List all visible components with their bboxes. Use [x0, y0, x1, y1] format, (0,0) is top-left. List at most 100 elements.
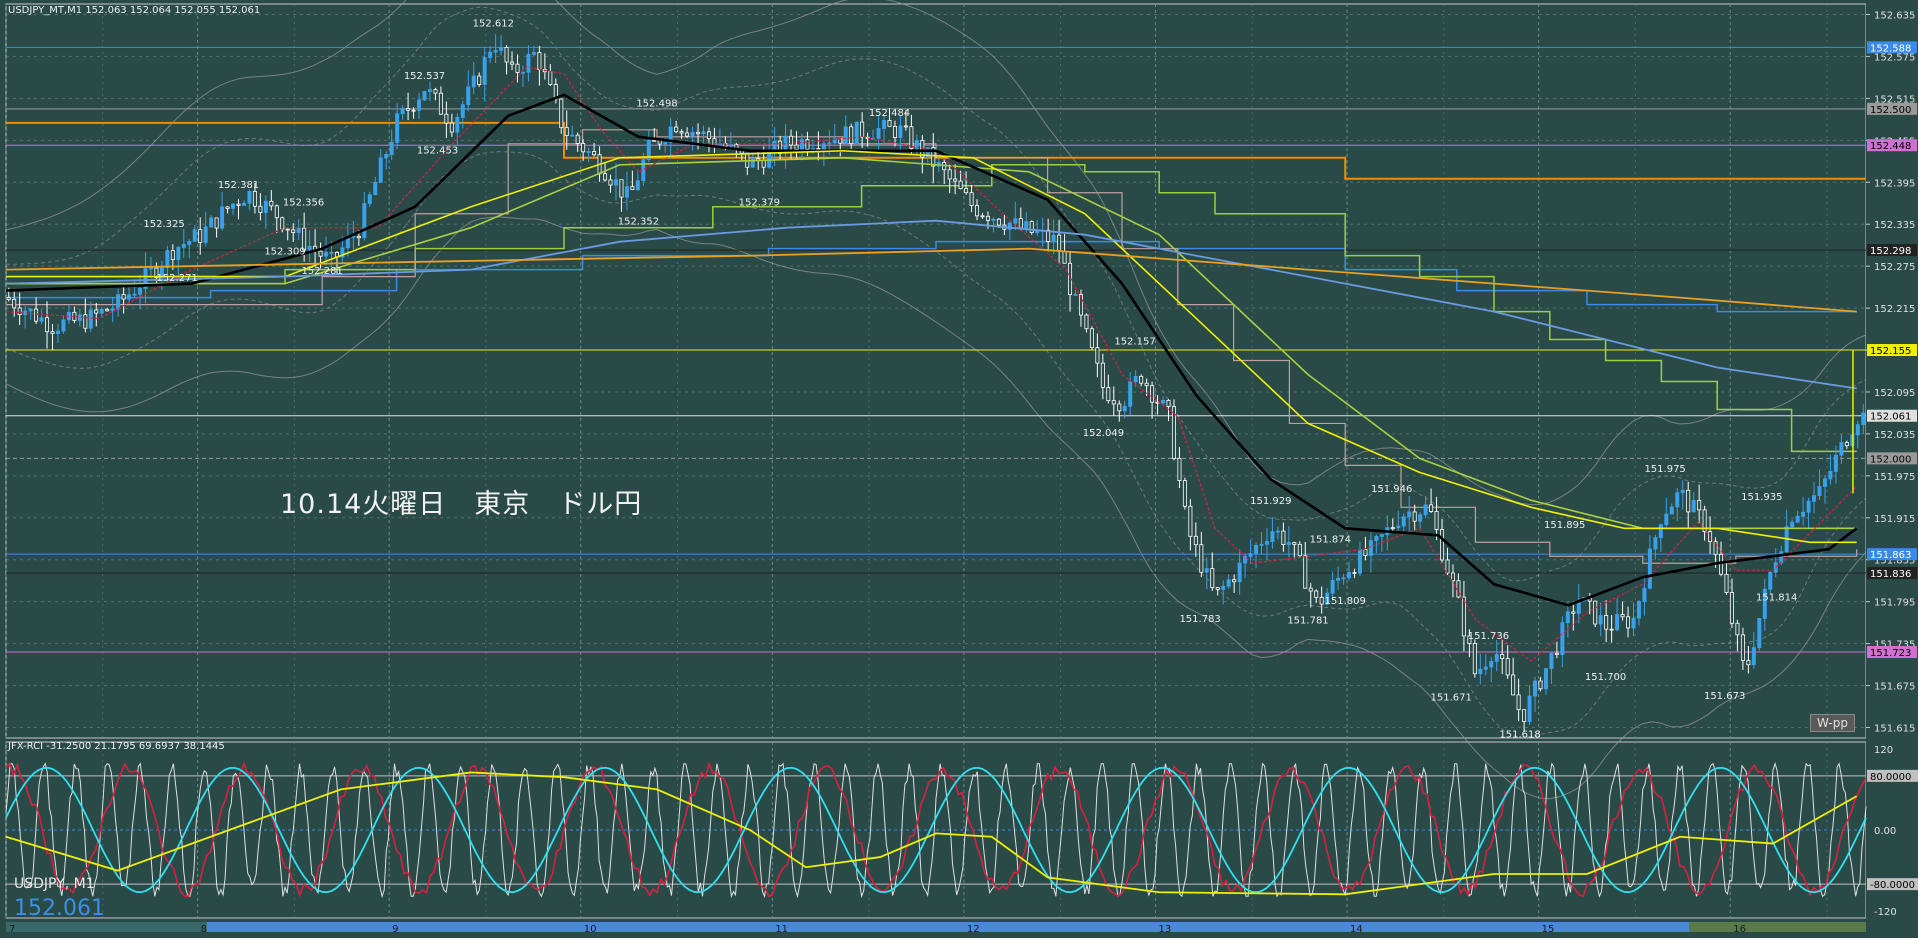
candle-body	[985, 215, 990, 221]
price-label: 152.049	[1083, 428, 1124, 439]
candle-body	[1483, 666, 1488, 670]
candle-body	[362, 203, 367, 239]
candle-body	[1161, 399, 1166, 404]
candle-body	[198, 229, 203, 243]
price-label: 152.157	[1114, 337, 1155, 348]
candle-body	[586, 151, 591, 153]
candle-body	[1735, 622, 1740, 636]
candle-body	[696, 131, 701, 135]
wpp-button[interactable]: W-pp	[1810, 714, 1855, 732]
candle-body	[1642, 587, 1647, 602]
candle-body	[613, 179, 618, 186]
y-tick-label: 151.675	[1874, 682, 1915, 693]
candle-body	[1609, 628, 1614, 631]
candle-body	[1822, 478, 1827, 487]
candle-body	[504, 47, 509, 63]
candle-body	[1543, 668, 1548, 690]
candle-body	[99, 308, 104, 314]
candle-body	[1423, 504, 1428, 516]
bollinger-inner-upper	[5, 6, 1867, 582]
candle-body	[1248, 553, 1253, 557]
watermark-symbol: USDJPY, M1	[14, 876, 95, 892]
candle-body	[1418, 514, 1423, 522]
candle-body	[619, 179, 624, 198]
candle-body	[1440, 529, 1445, 561]
candle-body	[274, 205, 279, 219]
price-label: 151.673	[1704, 691, 1745, 702]
candle-body	[105, 308, 110, 312]
candle-body	[236, 203, 241, 206]
candle-body	[1472, 643, 1477, 675]
candle-body	[1691, 499, 1696, 513]
candle-body	[1374, 536, 1379, 542]
candle-body	[531, 52, 536, 55]
level-tag	[1867, 139, 1917, 152]
candle-body	[1549, 652, 1554, 669]
y-tick-label: 152.395	[1874, 178, 1915, 189]
candle-body	[340, 247, 345, 258]
candle-body	[750, 158, 755, 168]
candle-body	[1171, 406, 1176, 459]
candle-body	[526, 54, 531, 73]
main-panel	[5, 3, 1867, 739]
candle-body	[548, 71, 553, 85]
candle-body	[324, 252, 329, 257]
candle-body	[1631, 617, 1636, 629]
candle-body	[931, 147, 936, 167]
y-tick-label: 151.975	[1874, 472, 1915, 483]
candle-body	[1144, 382, 1149, 387]
candle-body	[1773, 562, 1778, 573]
level-tag	[1867, 244, 1917, 257]
candle-body	[1680, 489, 1685, 494]
candle-body	[1636, 601, 1641, 619]
level-tag-label: 152.298	[1870, 246, 1911, 257]
candle-body	[1571, 611, 1576, 614]
candle-body	[1768, 571, 1773, 590]
price-label: 152.453	[417, 146, 458, 157]
candle-body	[39, 317, 44, 322]
price-label: 152.379	[739, 197, 780, 208]
candle-body	[1412, 511, 1417, 522]
candle-body	[849, 126, 854, 145]
level-tag-label: 152.448	[1870, 141, 1911, 152]
candle-body	[55, 330, 60, 334]
candle-body	[1177, 457, 1182, 481]
candle-body	[635, 180, 640, 191]
y-tick-label: 152.035	[1874, 430, 1915, 441]
candle-body	[1669, 506, 1674, 515]
candle-body	[1062, 250, 1067, 264]
candle-body	[466, 86, 471, 106]
candle-body	[581, 143, 586, 153]
candle-body	[1336, 577, 1341, 581]
price-label: 152.537	[404, 71, 445, 82]
candle-body	[1084, 314, 1089, 330]
candle-body	[422, 91, 427, 101]
price-label: 151.671	[1431, 692, 1472, 703]
price-label: 151.895	[1544, 520, 1585, 531]
rci-level-tag-label: 80.0000	[1870, 772, 1911, 783]
candle-body	[154, 267, 159, 279]
candle-body	[903, 125, 908, 128]
x-tick-label: 11	[775, 924, 788, 935]
candle-body	[1844, 442, 1849, 447]
level-tag-label: 152.588	[1870, 43, 1911, 54]
level-tag-label: 152.061	[1870, 412, 1911, 423]
candle-body	[192, 229, 197, 242]
ema-yellow-line	[6, 149, 1857, 544]
candle-body	[570, 134, 575, 137]
candle-body	[50, 331, 55, 334]
candle-body	[28, 308, 33, 312]
candle-body	[1150, 385, 1155, 403]
y-tick-label: 152.335	[1874, 220, 1915, 231]
candle-body	[296, 227, 301, 233]
price-label: 152.381	[218, 180, 259, 191]
candle-body	[564, 127, 569, 137]
candle-body	[1007, 222, 1012, 230]
candle-body	[121, 294, 126, 300]
candle-body	[799, 139, 804, 150]
candle-body	[1751, 647, 1756, 666]
candle-body	[1450, 572, 1455, 582]
candle-body	[1812, 495, 1817, 502]
candle-body	[1166, 399, 1171, 407]
